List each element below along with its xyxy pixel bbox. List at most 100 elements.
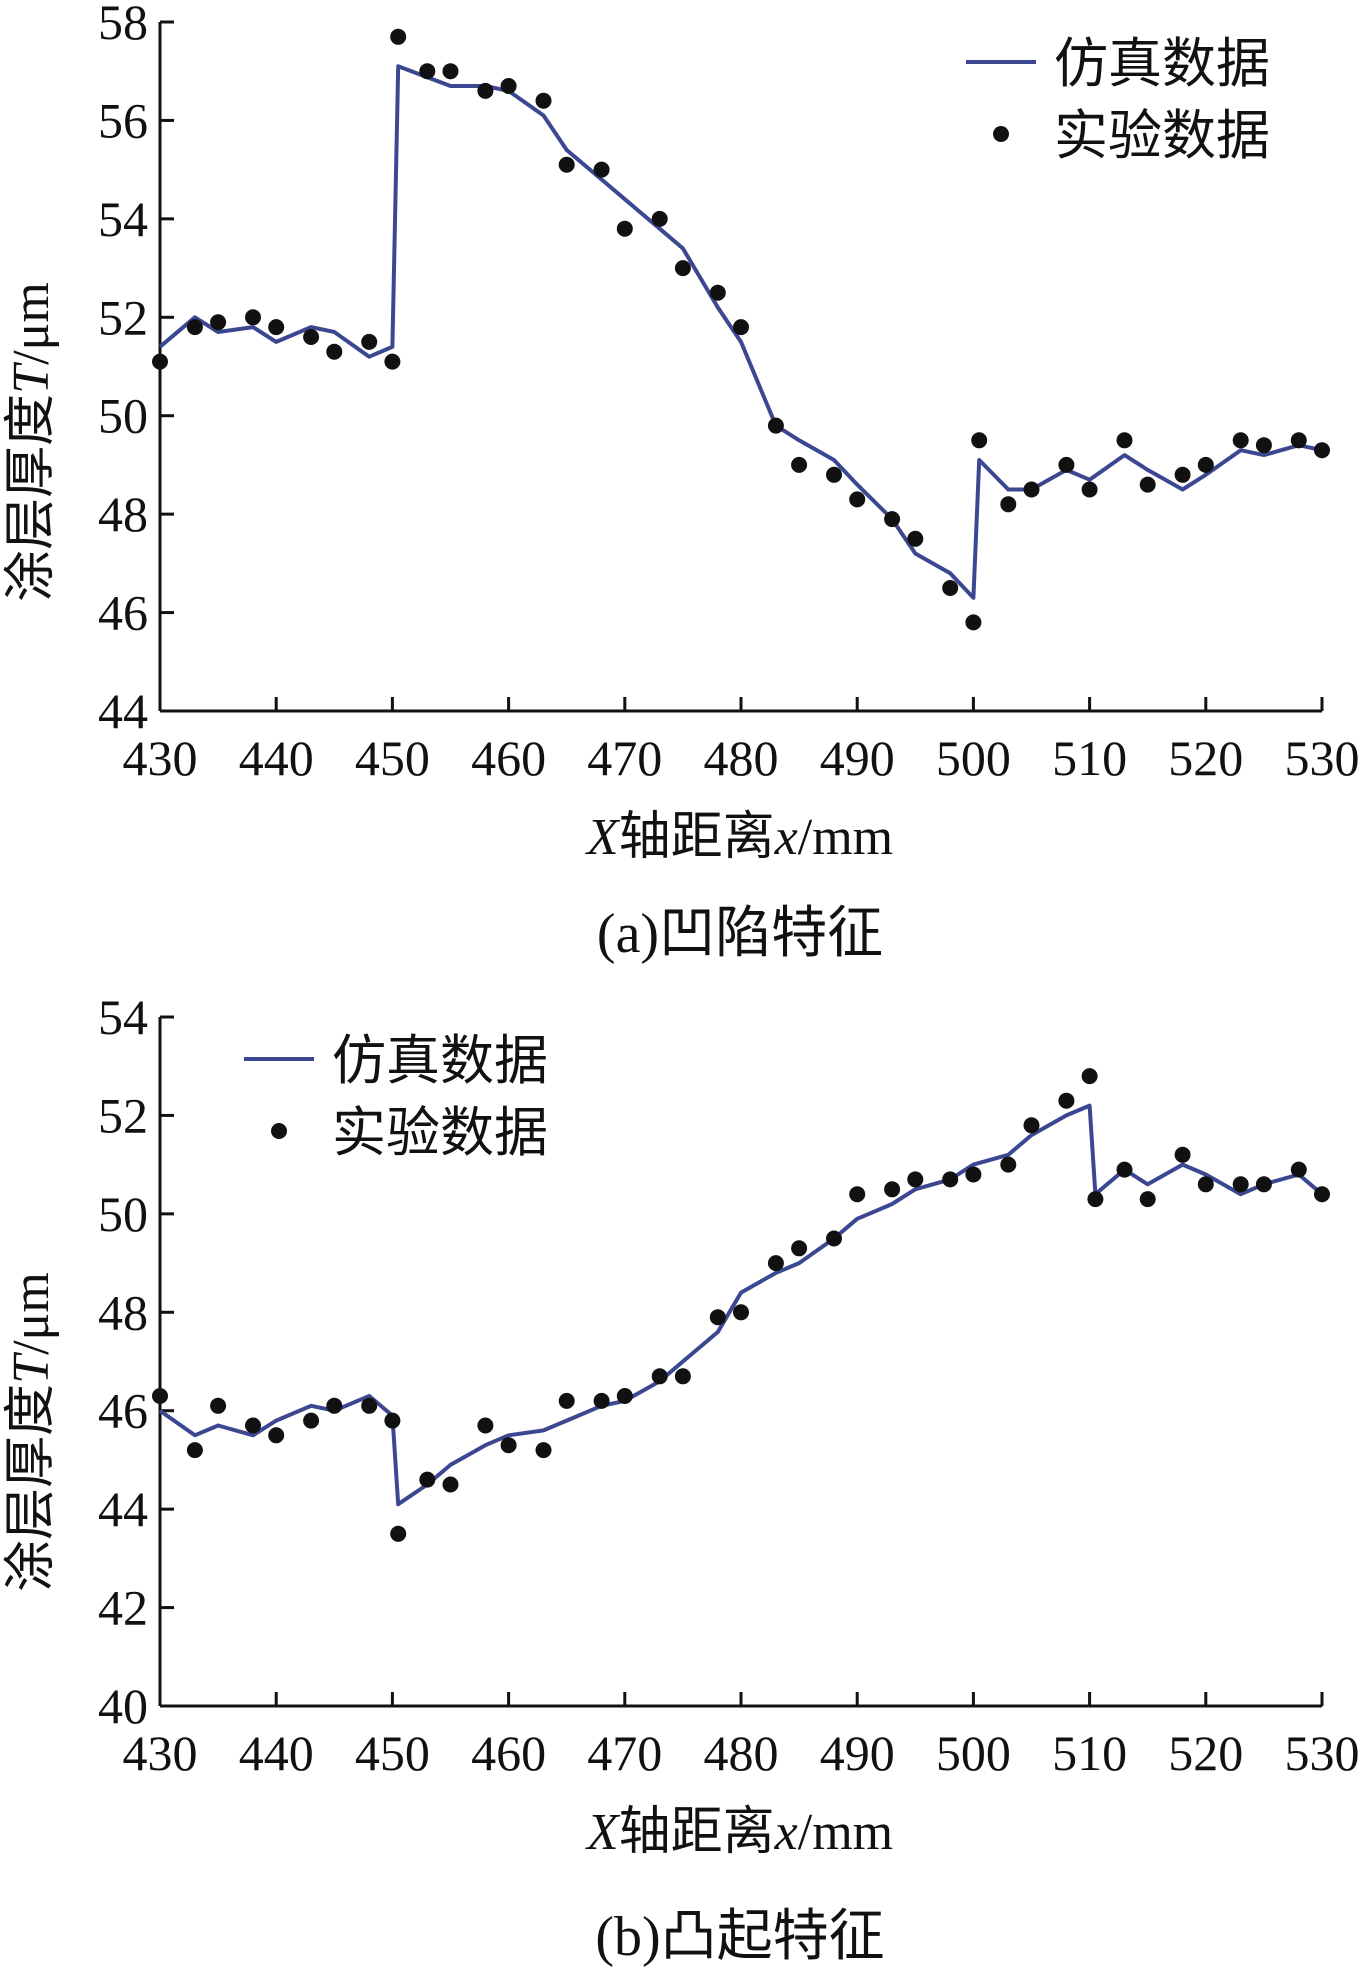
x-tick-label-a: 520	[1168, 730, 1243, 786]
axis-ticks-b: 40 42 44 46 48 50 52 54 430 440 450 460 470 480 490 500…	[98, 989, 1360, 1781]
chart-panel-b: 40 42 44 46 48 50 52 54 430 440 450 460 470 480 490 500…	[3, 989, 1360, 1968]
experiment-point-b	[500, 1437, 517, 1454]
experiment-point-b	[268, 1427, 285, 1444]
y-tick-label-a: 48	[98, 486, 148, 542]
experiment-point-a	[791, 456, 808, 473]
experiment-point-b	[1087, 1191, 1104, 1208]
y-tick-label-b: 46	[98, 1383, 148, 1439]
experiment-point-a	[674, 260, 691, 277]
experiment-point-b	[1197, 1176, 1214, 1193]
x-tick-label-a: 430	[123, 730, 198, 786]
experiment-point-b	[791, 1240, 808, 1257]
experiment-point-b	[1058, 1092, 1075, 1109]
experiment-point-b	[152, 1388, 168, 1404]
y-tick-label-a: 56	[98, 92, 148, 148]
y-tick-label-a: 58	[98, 0, 148, 50]
experiment-point-b	[1174, 1146, 1191, 1163]
experiment-point-b	[535, 1442, 552, 1459]
experiment-point-a	[1000, 496, 1017, 513]
legend-point-label-b: 实验数据	[332, 1103, 548, 1163]
x-tick-label-a: 480	[704, 730, 779, 786]
x-tick-label-a: 440	[239, 730, 314, 786]
experiment-point-b	[651, 1368, 668, 1385]
caption-a: (a)凹陷特征	[597, 903, 883, 965]
x-tick-label-b: 430	[123, 1725, 198, 1781]
experiment-point-b	[1232, 1176, 1249, 1193]
legend-line-label-a: 仿真数据	[1054, 34, 1270, 94]
x-tick-label-b: 510	[1052, 1725, 1127, 1781]
experiment-point-a	[971, 432, 988, 449]
experiment-point-b	[326, 1397, 343, 1414]
y-tick-label-b: 40	[98, 1678, 148, 1734]
experiment-point-a	[1290, 432, 1307, 449]
axis-ticks-a: 44 46 48 50 52 54 56 58 430 440 450 460 470 480 490 500…	[98, 0, 1360, 786]
experiment-point-a	[733, 319, 749, 336]
experiment-point-a	[303, 329, 320, 345]
experiment-point-b	[303, 1412, 320, 1429]
experiment-point-a	[535, 92, 552, 109]
experiment-point-b	[1290, 1161, 1307, 1178]
x-tick-label-b: 440	[239, 1725, 314, 1781]
y-tick-label-b: 52	[98, 1087, 148, 1143]
experiment-point-a	[384, 353, 401, 370]
x-tick-label-b: 460	[471, 1725, 546, 1781]
experiment-point-b	[942, 1171, 959, 1188]
experiment-point-b	[733, 1304, 749, 1321]
y-tick-label-b: 42	[98, 1580, 148, 1636]
caption-b: (b)凸起特征	[595, 1906, 884, 1968]
experiment-point-b	[709, 1309, 726, 1326]
x-tick-label-b: 530	[1285, 1725, 1360, 1781]
experiment-point-b	[826, 1230, 842, 1247]
experiment-point-b	[390, 1525, 407, 1542]
legend-point-swatch-a	[993, 126, 1009, 142]
legend-point-swatch-b	[271, 1123, 287, 1139]
experiment-point-b	[477, 1417, 494, 1434]
x-tick-label-b: 470	[587, 1725, 662, 1781]
x-tick-label-a: 510	[1052, 730, 1127, 786]
experiment-point-a	[390, 28, 407, 45]
y-tick-label-a: 44	[98, 683, 148, 739]
y-tick-label-a: 46	[98, 585, 148, 641]
chart-panel-a: 44 46 48 50 52 54 56 58 430 440 450 460 470 480 490 500…	[3, 0, 1360, 965]
experiment-point-a	[361, 333, 378, 350]
x-tick-label-b: 500	[936, 1725, 1011, 1781]
experiment-point-a	[709, 284, 726, 301]
experiment-point-b	[361, 1397, 378, 1414]
experiment-point-a	[186, 319, 203, 336]
experiment-point-a	[1081, 481, 1098, 498]
experiment-point-b	[674, 1368, 691, 1385]
experiment-point-b	[1081, 1068, 1098, 1085]
experiment-point-a	[767, 417, 784, 434]
experiment-point-b	[884, 1181, 901, 1198]
experiment-point-b	[616, 1388, 633, 1404]
experiment-point-a	[1197, 456, 1214, 473]
experiment-point-a	[1174, 466, 1191, 483]
experiment-point-a	[152, 353, 168, 370]
experiment-point-a	[558, 156, 575, 173]
y-tick-label-b: 54	[98, 989, 148, 1045]
experiment-point-b	[849, 1186, 866, 1203]
experiment-point-a	[651, 210, 668, 227]
experiment-point-a	[884, 511, 901, 528]
experiment-point-a	[849, 491, 866, 508]
experiment-point-a	[826, 466, 842, 483]
x-tick-label-b: 520	[1168, 1725, 1243, 1781]
legend-b: 仿真数据 实验数据	[244, 1031, 548, 1163]
experiment-point-a	[1116, 432, 1133, 449]
y-axis-label-a: 涂层厚度T/μm	[3, 282, 60, 602]
x-tick-label-a: 500	[936, 730, 1011, 786]
experiment-point-b	[767, 1255, 784, 1272]
x-tick-label-a: 490	[820, 730, 895, 786]
experiment-point-b	[186, 1442, 203, 1459]
y-tick-label-b: 44	[98, 1481, 148, 1537]
experiment-point-a	[942, 580, 959, 596]
x-tick-label-a: 460	[471, 730, 546, 786]
experiment-point-a	[907, 530, 924, 547]
experiment-point-a	[1058, 456, 1075, 473]
experiment-point-a	[1023, 481, 1040, 498]
experiment-point-a	[268, 319, 285, 336]
y-tick-label-a: 52	[98, 289, 148, 345]
experiment-point-b	[1000, 1156, 1017, 1173]
legend-line-label-b: 仿真数据	[332, 1031, 548, 1091]
